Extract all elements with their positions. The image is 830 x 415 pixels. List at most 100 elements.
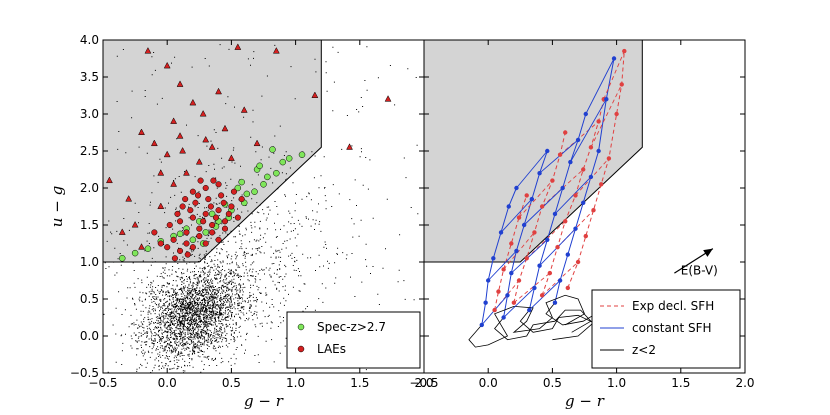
model-track-line bbox=[494, 195, 528, 311]
legend-label: constant SFH bbox=[632, 321, 712, 335]
lae-point bbox=[170, 236, 177, 243]
lae-point bbox=[209, 229, 216, 236]
lae-point bbox=[218, 192, 225, 199]
lae-point bbox=[184, 251, 191, 258]
lae-point bbox=[210, 177, 217, 184]
lae-point bbox=[234, 214, 241, 221]
right-selection-region bbox=[423, 39, 643, 263]
model-track-point bbox=[606, 156, 612, 161]
left-axis-ticks: −0.5 0.0 0.5 1.0 1.5 2.0 −0.5 0.0 0.5 1.0 1.5 2.0 2.… bbox=[70, 33, 434, 390]
spec-z-point bbox=[208, 210, 216, 218]
spec-z-point bbox=[269, 146, 276, 153]
spec-z-point bbox=[131, 249, 139, 257]
spec-z-point bbox=[285, 155, 293, 162]
spec-z-point bbox=[119, 255, 126, 262]
model-track-point bbox=[547, 270, 553, 276]
model-age-connector bbox=[511, 239, 548, 274]
reddening-arrow-label: E(B-V) bbox=[681, 264, 718, 278]
lae-triangle bbox=[183, 169, 190, 176]
model-track-point bbox=[506, 204, 511, 209]
x-tick-label: −0.5 bbox=[88, 376, 117, 390]
lae-point bbox=[215, 207, 222, 214]
left-lae-triangles bbox=[106, 43, 392, 250]
model-track-point bbox=[539, 204, 545, 209]
model-track-point bbox=[501, 267, 506, 272]
lae-triangle bbox=[176, 80, 184, 87]
model-track-point bbox=[516, 215, 522, 220]
spec-z-point bbox=[260, 181, 267, 188]
model-track-point bbox=[516, 278, 522, 283]
right-model-tracks bbox=[468, 48, 627, 348]
lae-point bbox=[202, 210, 209, 217]
lae-triangle bbox=[118, 228, 126, 235]
model-track-point bbox=[524, 256, 529, 261]
model-age-connector bbox=[503, 287, 535, 318]
model-track-point bbox=[588, 174, 594, 180]
y-tick-label: 1.0 bbox=[80, 255, 99, 269]
model-track-line bbox=[503, 150, 548, 318]
left-spec-z-points bbox=[119, 146, 306, 262]
lae-point bbox=[209, 221, 216, 229]
lae-triangle bbox=[131, 220, 139, 228]
model-track-point bbox=[514, 248, 519, 254]
lae-triangle bbox=[163, 61, 171, 69]
lae-triangle bbox=[144, 47, 152, 54]
lae-point bbox=[164, 244, 171, 251]
lae-triangle bbox=[253, 139, 261, 147]
spec-z-point bbox=[279, 158, 287, 166]
lae-point bbox=[194, 192, 202, 199]
model-track-point bbox=[588, 145, 594, 150]
x-tick-label: 1.0 bbox=[607, 376, 626, 390]
model-track-point bbox=[492, 307, 497, 313]
model-age-connector bbox=[516, 150, 548, 189]
model-age-connector bbox=[590, 84, 623, 148]
model-age-connector bbox=[500, 198, 533, 233]
lae-point bbox=[200, 218, 207, 225]
model-track-point bbox=[539, 293, 545, 298]
lae-point bbox=[196, 233, 203, 240]
left-selection-region bbox=[102, 39, 322, 263]
model-track-point bbox=[591, 208, 596, 213]
model-track-point bbox=[565, 285, 571, 291]
y-tick-label: 1.5 bbox=[80, 218, 99, 232]
model-track-point bbox=[619, 82, 624, 87]
model-track-point bbox=[611, 56, 617, 61]
right-x-axis-label: g − r bbox=[565, 392, 605, 410]
legend-label: LAEs bbox=[317, 342, 346, 356]
model-track-point bbox=[604, 97, 609, 102]
lae-point bbox=[202, 184, 209, 192]
model-track-point bbox=[596, 148, 601, 154]
model-age-connector bbox=[528, 280, 561, 311]
lae-triangle bbox=[163, 150, 171, 158]
lae-point bbox=[215, 236, 222, 243]
spec-z-point bbox=[189, 236, 197, 244]
lae-point bbox=[197, 177, 204, 184]
y-tick-label: 3.0 bbox=[80, 107, 99, 121]
lae-point bbox=[205, 196, 212, 203]
model-track-point bbox=[545, 148, 550, 154]
lae-triangle bbox=[234, 43, 242, 50]
model-age-connector bbox=[526, 220, 566, 259]
lae-point bbox=[221, 218, 229, 225]
model-age-connector bbox=[494, 280, 520, 311]
model-track-point bbox=[524, 193, 529, 198]
x-tick-label: 1.5 bbox=[671, 376, 690, 390]
lae-point bbox=[212, 214, 220, 221]
lae-point bbox=[189, 188, 196, 195]
lae-point bbox=[207, 203, 214, 210]
model-track-point bbox=[581, 200, 586, 205]
spec-z-point bbox=[202, 229, 209, 236]
model-age-connector bbox=[541, 169, 584, 207]
lae-triangle bbox=[138, 243, 145, 250]
lae-point bbox=[192, 199, 199, 206]
model-track-point bbox=[483, 300, 488, 305]
model-track-point bbox=[552, 211, 558, 217]
model-track-point bbox=[555, 245, 560, 250]
model-track-point bbox=[583, 233, 588, 239]
model-track-point bbox=[557, 278, 563, 283]
y-tick-label: 2.5 bbox=[80, 144, 99, 158]
lae-point bbox=[196, 225, 203, 232]
right-axis-ticks: −0.5 0.0 0.5 1.0 1.5 2.0 bbox=[409, 39, 755, 390]
y-tick-label: 3.5 bbox=[80, 70, 99, 84]
